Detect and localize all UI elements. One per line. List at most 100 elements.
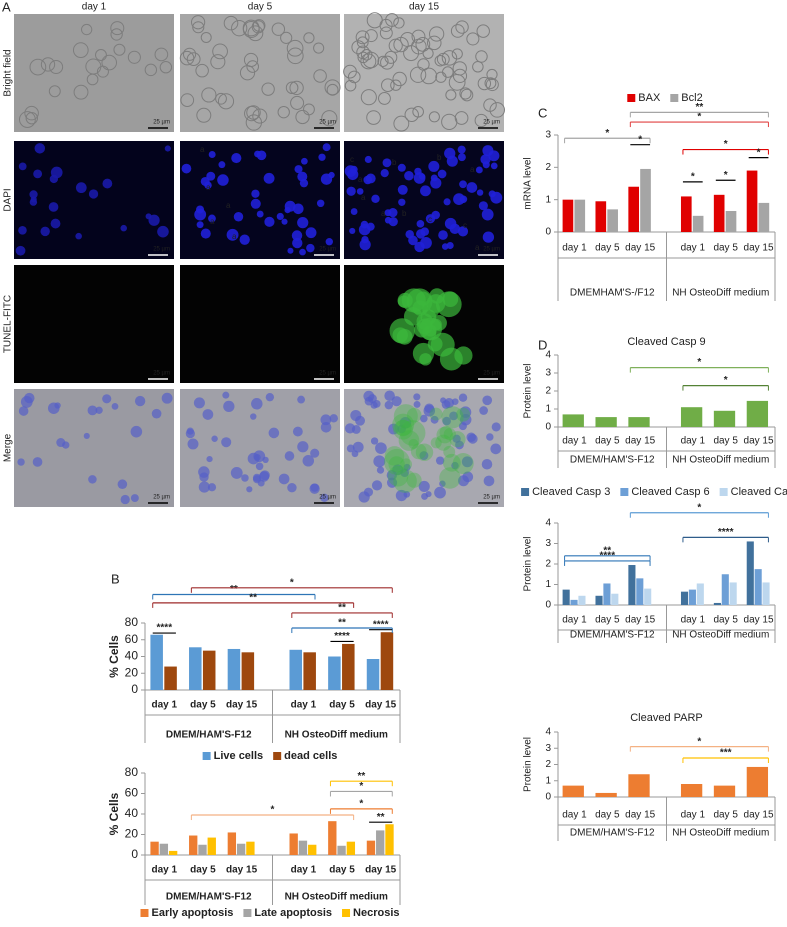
bar: [628, 565, 636, 605]
tunel-signal: [393, 469, 417, 493]
nucleus: [18, 162, 27, 171]
cell: [429, 26, 445, 42]
tunel-signal: [452, 453, 474, 475]
nucleus: [181, 163, 192, 174]
significance-label: **: [338, 603, 346, 614]
significance-label: *: [290, 577, 294, 588]
nucleus: [444, 398, 455, 409]
nucleus: [476, 189, 484, 196]
nucleus: [20, 396, 33, 408]
scale-bar-label: 25 µm: [153, 495, 170, 501]
cell: [434, 54, 447, 67]
x-tick-label: day 5: [190, 700, 216, 711]
y-tick-label: 40: [125, 806, 139, 820]
legend-swatch: [243, 909, 252, 917]
cell: [261, 82, 275, 96]
tunel-signal: [392, 327, 408, 343]
nucleus: [479, 406, 488, 415]
column-label: day 15: [409, 2, 439, 13]
cell: [271, 22, 286, 36]
cell: [223, 15, 239, 31]
x-tick-label: day 15: [625, 243, 655, 254]
bar: [150, 841, 159, 855]
nucleus: [318, 153, 326, 161]
nucleus: [398, 198, 406, 206]
cell: [295, 109, 310, 125]
bar: [754, 569, 762, 605]
nucleus: [117, 479, 128, 489]
nucleus: [453, 193, 465, 206]
cell: [356, 36, 369, 49]
bar: [366, 840, 376, 855]
x-tick-label: day 15: [744, 810, 774, 821]
tunel-signal: [454, 346, 473, 365]
cell: [381, 78, 395, 93]
bar: [159, 843, 169, 855]
cell: [377, 55, 389, 67]
cell: [460, 88, 474, 102]
cell: [277, 105, 290, 119]
legend-swatch: [273, 752, 282, 760]
cell: [215, 92, 227, 105]
cell: [245, 114, 263, 131]
nucleus: [202, 409, 214, 420]
bar: [207, 837, 216, 855]
bar: [721, 574, 729, 605]
bar: [385, 824, 394, 855]
tunel-signal: [398, 430, 420, 451]
y-tick-label: 4: [545, 727, 551, 738]
nucleus: [430, 415, 439, 424]
nucleus: [268, 427, 280, 439]
nucleus: [351, 425, 361, 434]
cell: [81, 23, 93, 36]
cell: [19, 111, 36, 128]
cell: [420, 67, 438, 85]
significance-label: ***: [720, 748, 732, 759]
group-label: NH OsteoDiff medium: [672, 828, 769, 839]
cell: [476, 24, 490, 38]
x-tick-label: day 5: [713, 436, 738, 447]
cell: [343, 64, 357, 79]
nucleus: [217, 174, 229, 186]
group-label: DMEM/HAM'S-F12: [570, 455, 655, 466]
bar: [713, 410, 736, 427]
cell: [110, 21, 125, 36]
cell: [127, 50, 141, 64]
micrograph: 25 µm: [344, 389, 504, 507]
y-tick-label: 20: [125, 827, 139, 841]
panel-label: C: [538, 105, 547, 120]
nucleus: [466, 182, 478, 193]
y-tick-label: 60: [125, 632, 139, 646]
image-background: [14, 14, 174, 132]
cell: [360, 53, 377, 70]
y-axis-label: % Cells: [107, 635, 121, 678]
nucleus: [384, 216, 392, 224]
nucleus: [416, 229, 426, 239]
cell: [360, 89, 377, 106]
cell: [290, 95, 305, 110]
tunel-signal: [415, 443, 434, 461]
tunel-signal: [430, 332, 455, 357]
nucleus: [365, 173, 376, 184]
legend-label: dead cells: [284, 750, 337, 762]
bar: [202, 650, 216, 690]
cell: [477, 76, 492, 91]
nucleus: [328, 171, 335, 179]
nucleus: [62, 441, 70, 449]
group-label: NH OsteoDiff medium: [672, 630, 769, 641]
bar: [289, 833, 298, 855]
y-tick-label: 3: [545, 130, 551, 141]
bar: [328, 656, 341, 690]
significance-label: **: [338, 618, 346, 629]
nucleus: [491, 422, 501, 432]
nucleus: [193, 397, 205, 409]
x-tick-label: day 1: [681, 243, 706, 254]
nucleus: [322, 143, 331, 152]
nucleus: [419, 451, 429, 460]
y-tick-label: 1: [545, 194, 551, 205]
legend-swatch: [670, 94, 679, 102]
cell: [280, 31, 293, 44]
x-tick-label: day 1: [562, 243, 587, 254]
nucleus: [451, 398, 459, 406]
nucleus: [200, 228, 211, 239]
